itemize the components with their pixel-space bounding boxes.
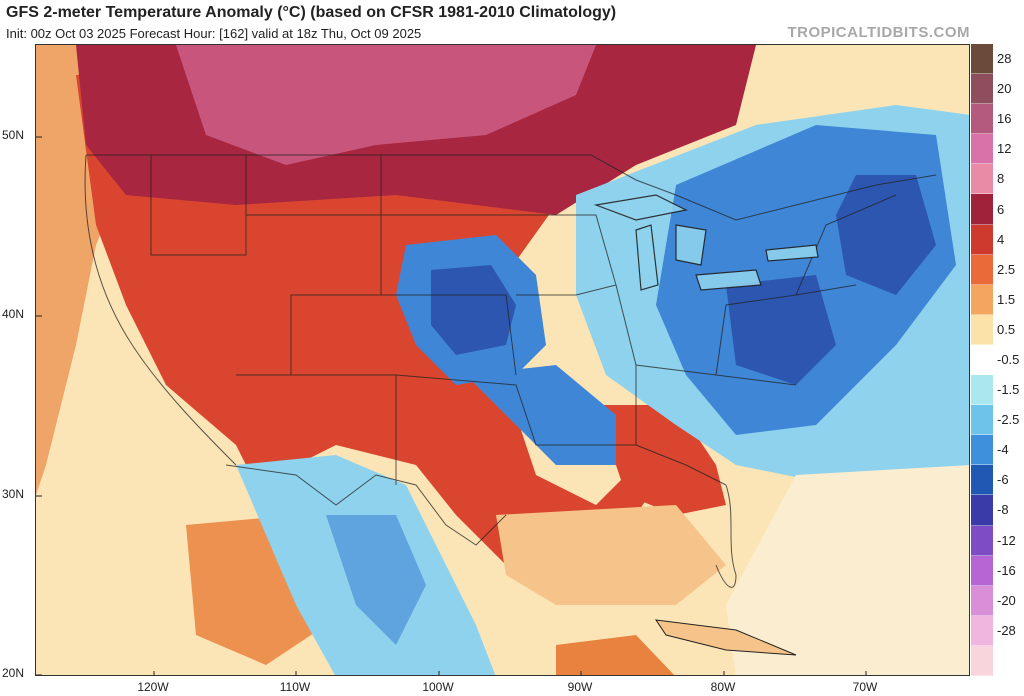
mexico-cold-patch [326, 515, 426, 645]
colorbar-swatch [971, 134, 993, 165]
colorbar-label: -1.5 [997, 382, 1020, 398]
anomaly-map-canvas [36, 45, 969, 675]
colorbar-label: -2.5 [997, 412, 1020, 428]
colorbar-label: -20 [997, 592, 1016, 608]
lat-label-30n: 30N [2, 487, 25, 501]
colorbar-label: 8 [997, 171, 1005, 187]
lon-label-120w: 120W [137, 680, 169, 694]
colorbar-label: 0.5 [997, 321, 1016, 337]
great-lakes [593, 194, 819, 291]
colorbar-swatch [971, 254, 993, 285]
colorbar-swatch [971, 525, 993, 556]
plains-very-cold-core [431, 265, 516, 355]
atlantic-pale-region [726, 465, 969, 675]
colorbar-swatch [971, 314, 993, 345]
map-title: GFS 2-meter Temperature Anomaly (°C) (ba… [6, 4, 617, 21]
lat-label-40n: 40N [2, 307, 25, 321]
midsouth-cold-region [466, 365, 616, 465]
colorbar-label: -16 [997, 562, 1016, 578]
colorbar-label: -28 [997, 622, 1016, 638]
colorbar-label: 2.5 [997, 261, 1016, 277]
lon-label-100w: 100W [422, 680, 454, 694]
colorbar-swatch [971, 615, 993, 646]
map-graticule [36, 136, 867, 675]
northeast-very-cold-core [836, 175, 936, 295]
lon-label-90w: 90W [567, 680, 593, 694]
colorbar-label: 28 [997, 51, 1012, 67]
colorbar-label: -4 [997, 442, 1009, 458]
lon-label-70w: 70W [852, 680, 878, 694]
colorbar-label: 1.5 [997, 291, 1016, 307]
lon-label-80w: 80W [710, 680, 736, 694]
colorbar-swatch [971, 435, 993, 466]
colorbar-label: 4 [997, 231, 1005, 247]
colorbar-label: 20 [997, 81, 1012, 97]
lat-label-50n: 50N [2, 128, 25, 142]
colorbar-swatch [971, 224, 993, 255]
canada-very-hot-region [176, 45, 596, 165]
colorbar-label: -12 [997, 532, 1016, 548]
colorbar-swatch [971, 74, 993, 105]
lon-label-110w: 110W [279, 680, 311, 694]
colorbar-label: -0.5 [997, 352, 1020, 367]
gulf-warm-region [496, 505, 726, 605]
colorbar-swatch [971, 585, 993, 616]
caribbean-warm-patch [556, 635, 675, 675]
colorbar-label: 6 [997, 201, 1005, 217]
colorbar-swatch [971, 44, 993, 75]
site-watermark: TROPICALTIDBITS.COM [787, 24, 970, 41]
anomaly-map[interactable] [35, 44, 970, 676]
lat-label-20n: 20N [2, 666, 25, 680]
political-boundaries [84, 154, 937, 588]
colorbar-swatch [971, 164, 993, 195]
colorbar-label: -6 [997, 472, 1009, 488]
colorbar-label: 16 [997, 111, 1012, 127]
colorbar-swatch [971, 194, 993, 225]
colorbar-swatch [971, 495, 993, 526]
colorbar-label: 12 [997, 141, 1012, 157]
colorbar-swatch [971, 645, 993, 676]
colorbar-swatch [971, 375, 993, 406]
colorbar-label: -8 [997, 502, 1009, 518]
colorbar-legend: 28 20 16 12 8 6 4 2.5 1.5 0.5 -0.5 -1.5 -2.5 -4 -6 -8 -1… [971, 44, 1024, 676]
map-subtitle: Init: 00z Oct 03 2025 Forecast Hour: [16… [6, 26, 422, 41]
cuba-outline [654, 619, 797, 656]
colorbar-swatch [971, 284, 993, 315]
appalachian-cold-core [726, 275, 836, 385]
colorbar-swatch [971, 405, 993, 436]
colorbar-swatch [971, 104, 993, 135]
colorbar-swatch [971, 344, 993, 376]
colorbar-swatch [971, 465, 993, 496]
colorbar-swatch [971, 555, 993, 586]
